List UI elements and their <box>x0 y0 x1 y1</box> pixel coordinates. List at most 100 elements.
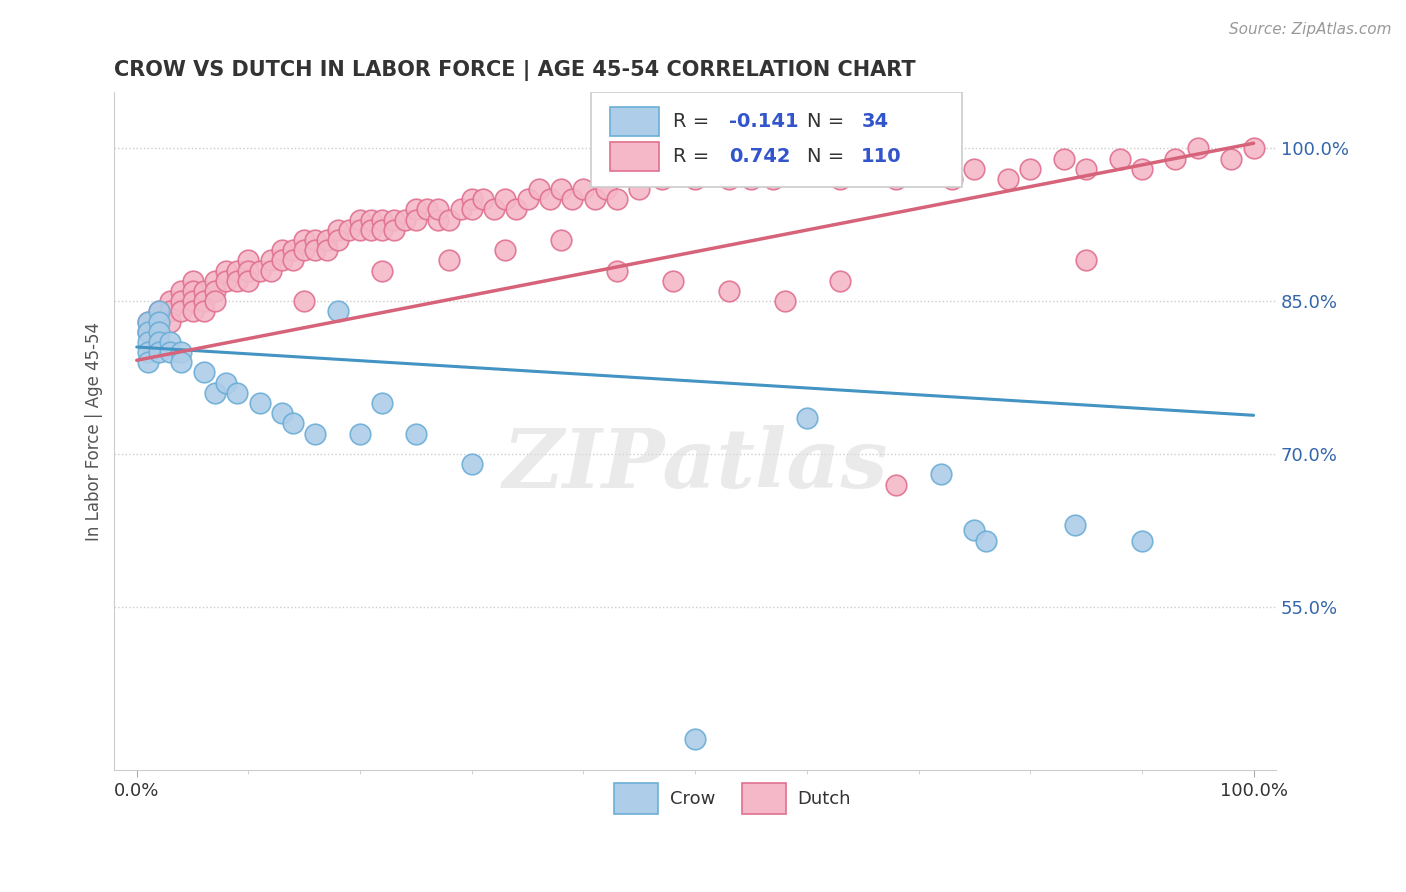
Point <box>371 263 394 277</box>
Point <box>773 294 796 309</box>
Point <box>907 161 929 176</box>
Text: N =: N = <box>807 112 851 131</box>
Point <box>292 294 315 309</box>
Point <box>204 294 226 309</box>
Point <box>427 212 450 227</box>
Point <box>796 411 818 425</box>
Point <box>326 223 349 237</box>
Point <box>315 244 337 258</box>
Point <box>717 172 740 186</box>
Point <box>249 396 271 410</box>
Point <box>1130 161 1153 176</box>
Point <box>997 172 1019 186</box>
Point <box>148 334 170 349</box>
Point <box>136 314 159 328</box>
Point <box>1130 533 1153 548</box>
Text: ZIPatlas: ZIPatlas <box>502 425 889 505</box>
Point <box>181 284 204 298</box>
Point <box>148 314 170 328</box>
Point <box>170 345 193 359</box>
Point <box>281 244 304 258</box>
Point <box>482 202 505 217</box>
Point <box>304 233 326 247</box>
Point <box>405 426 427 441</box>
Point <box>974 533 997 548</box>
Text: 0.742: 0.742 <box>728 147 790 166</box>
Point <box>315 233 337 247</box>
Point <box>561 192 583 206</box>
Text: Dutch: Dutch <box>797 789 851 808</box>
Text: R =: R = <box>673 112 716 131</box>
Point <box>394 212 416 227</box>
Point <box>683 732 706 747</box>
Point <box>159 294 181 309</box>
Point <box>461 192 484 206</box>
Point <box>538 192 561 206</box>
Point <box>159 334 181 349</box>
Point <box>148 345 170 359</box>
Point <box>193 284 215 298</box>
Point <box>651 172 673 186</box>
Point <box>371 223 394 237</box>
Point <box>326 233 349 247</box>
FancyBboxPatch shape <box>610 107 659 136</box>
Point <box>1053 152 1076 166</box>
Point <box>371 212 394 227</box>
Point <box>830 274 852 288</box>
Point <box>583 192 606 206</box>
Point <box>292 233 315 247</box>
Y-axis label: In Labor Force | Age 45-54: In Labor Force | Age 45-54 <box>86 322 103 541</box>
Point <box>349 223 371 237</box>
Point <box>382 223 405 237</box>
Point <box>941 172 963 186</box>
Text: 34: 34 <box>862 112 889 131</box>
FancyBboxPatch shape <box>591 92 962 187</box>
Point <box>884 172 907 186</box>
Point <box>830 172 852 186</box>
Point <box>439 212 461 227</box>
Point <box>796 161 818 176</box>
Point <box>963 524 986 538</box>
Point <box>1187 141 1209 155</box>
Point <box>963 161 986 176</box>
Point <box>360 223 382 237</box>
Point <box>762 172 785 186</box>
Point <box>148 325 170 339</box>
Point <box>170 304 193 318</box>
Point <box>226 263 249 277</box>
Point <box>226 385 249 400</box>
Text: -0.141: -0.141 <box>728 112 799 131</box>
Point <box>416 202 439 217</box>
Point <box>136 355 159 369</box>
Point <box>427 202 450 217</box>
Text: N =: N = <box>807 147 851 166</box>
Point <box>572 182 595 196</box>
Point <box>1064 518 1087 533</box>
Text: Source: ZipAtlas.com: Source: ZipAtlas.com <box>1229 22 1392 37</box>
Point <box>349 212 371 227</box>
Point <box>148 304 170 318</box>
Point <box>371 396 394 410</box>
Point <box>238 253 260 268</box>
Point <box>136 345 159 359</box>
Point <box>304 244 326 258</box>
Point <box>204 284 226 298</box>
Point <box>181 294 204 309</box>
Point <box>260 253 283 268</box>
Point <box>550 182 572 196</box>
Point <box>349 426 371 441</box>
Point <box>271 253 294 268</box>
Point <box>292 244 315 258</box>
Point <box>326 304 349 318</box>
Point <box>215 376 238 390</box>
Point <box>527 182 550 196</box>
Point <box>181 304 204 318</box>
Point <box>249 263 271 277</box>
Point <box>204 274 226 288</box>
Text: R =: R = <box>673 147 716 166</box>
Point <box>439 253 461 268</box>
Point <box>226 274 249 288</box>
Point <box>136 334 159 349</box>
Point <box>337 223 360 237</box>
Point <box>204 385 226 400</box>
